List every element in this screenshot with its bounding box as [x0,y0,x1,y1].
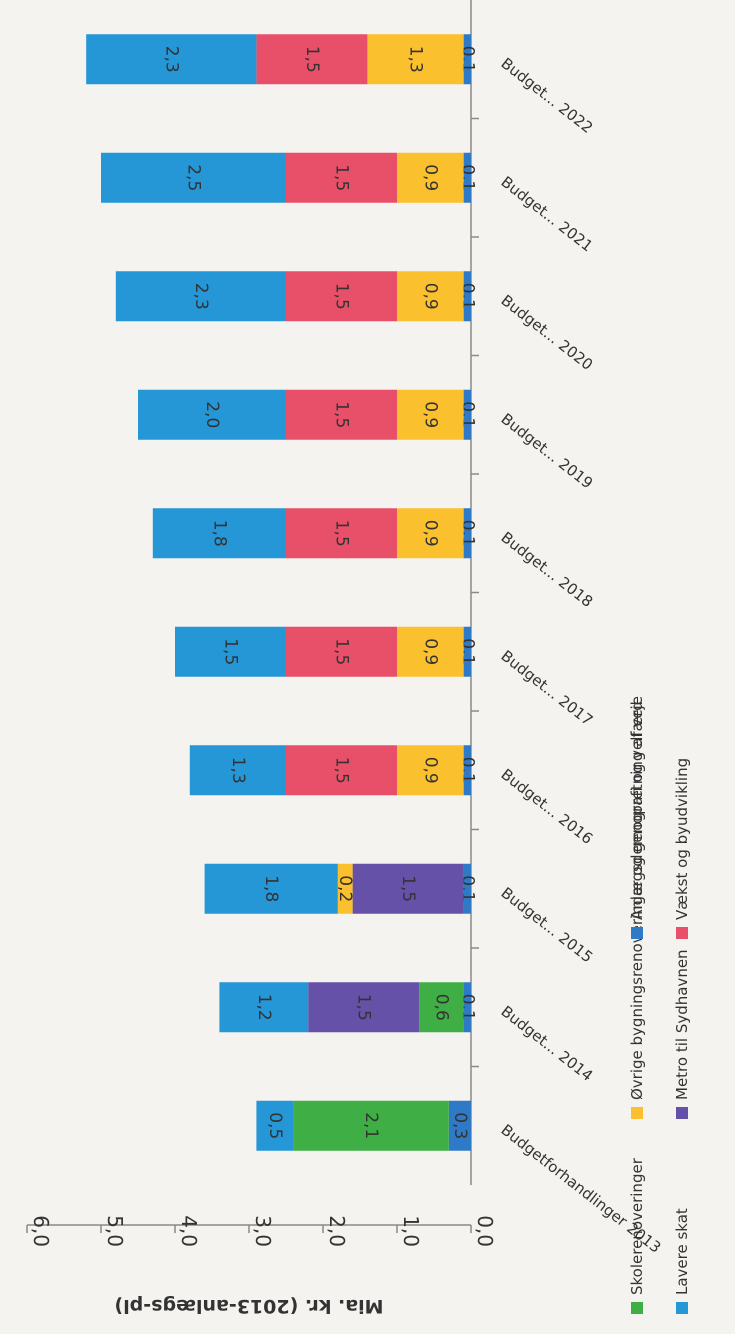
bar-value-label: 2,5 [184,164,204,191]
value-axis-title: Mia. kr. (2013-anlægs-pl) [114,1295,383,1317]
legend-label: Vækst og byudvikling [673,758,691,920]
bar-value-label: 1,8 [261,875,281,902]
legend-swatch [631,1107,643,1119]
bar-segment [286,745,397,796]
bar-segment [463,34,471,85]
bar-value-label: 1,3 [228,757,248,784]
legend-item: Lavere skat [673,1208,691,1314]
bar-value-label: 0,9 [420,164,440,191]
bar-segment [101,152,286,203]
bar-value-label: 1,5 [398,875,418,902]
bar-value-label: 1,5 [332,757,352,784]
bar-segment [86,34,257,85]
value-tick-label: 5,0 [103,1215,127,1247]
legend-item: Skolerenoveringer [628,1157,646,1314]
bar-segment [463,982,471,1033]
bar-value-label: 2,3 [191,283,211,310]
bar-segment [189,745,286,796]
value-tick-label: 4,0 [177,1215,201,1247]
bar-segment [397,745,464,796]
bar-segment [204,863,338,914]
bar-segment [293,1100,449,1151]
legend-swatch [676,927,688,939]
bar-segment [463,745,471,796]
bar-value-label: 1,2 [254,994,274,1021]
bar-segment [463,271,471,322]
bar-segment [463,626,471,677]
bar-value-label: 1,3 [406,46,426,73]
bar-segment [286,626,397,677]
bar-segment [463,152,471,203]
bar-segment [463,389,471,440]
bar-value-label: 1,5 [332,401,352,428]
legend-item: Metro til Sydhavnen [673,949,691,1119]
value-tick-label: 6,0 [29,1215,53,1247]
bar-segment [397,508,464,559]
legend-label: Metro til Sydhavnen [673,949,691,1100]
bar-value-label: 0,9 [420,757,440,784]
legend-label: Skolerenoveringer [628,1157,646,1295]
bar-value-label: 0,9 [420,520,440,547]
bar-segment [256,34,368,85]
bar-segment [352,863,464,914]
bar-segment [463,508,471,559]
bar-value-label: 1,5 [332,520,352,547]
bar-value-label: 2,0 [202,401,222,428]
legend-swatch [631,927,643,939]
bar-segment [448,1100,471,1151]
bar-value-label: 1,8 [209,520,229,547]
bar-segment [138,389,286,440]
bar-value-label: 2,1 [361,1112,381,1139]
bar-value-label: 1,5 [354,994,374,1021]
value-tick-label: 2,0 [325,1215,349,1247]
bar-value-label: 0,9 [420,638,440,665]
bar-segment [115,271,286,322]
bar-value-label: 1,5 [332,283,352,310]
bar-value-label: 2,3 [161,46,181,73]
value-tick-label: 0,0 [473,1215,497,1247]
bar-value-label: 0,5 [265,1112,285,1139]
bar-value-label: 1,5 [332,164,352,191]
bar-segment [397,152,464,203]
bar-value-label: 1,5 [332,638,352,665]
legend-swatch [676,1107,688,1119]
bar-value-label: 1,5 [221,638,241,665]
legend-label: Anlægsdemografi og velfærd [628,701,646,920]
bar-value-label: 0,3 [450,1112,470,1139]
bar-value-label: 0,9 [420,283,440,310]
bar-value-label: 1,5 [302,46,322,73]
legend-swatch [631,1302,643,1314]
legend-item: Anlægsdemografi og velfærd [628,701,646,939]
bar-segment [337,863,353,914]
bar-segment [256,1100,294,1151]
bar-segment [308,982,420,1033]
bar-segment [286,152,397,203]
legend-item: Øvrige bygningsrenoveringer og genopretn… [628,696,646,1119]
bar-segment [367,34,464,85]
bar-value-label: 0,9 [420,401,440,428]
value-tick-label: 3,0 [251,1215,275,1247]
bar-segment [419,982,464,1033]
legend-swatch [676,1302,688,1314]
legend-item: Vækst og byudvikling [673,758,691,939]
bar-segment [152,508,286,559]
bar-segment [397,389,464,440]
bar-segment [286,271,397,322]
bar-segment [286,389,397,440]
bar-segment [219,982,309,1033]
bar-segment [286,508,397,559]
bar-segment [175,626,286,677]
legend-label: Øvrige bygningsrenoveringer og genopretn… [628,696,646,1100]
bar-segment [397,271,464,322]
bar-value-label: 0,6 [431,994,451,1021]
bar-segment [463,863,471,914]
bar-segment [397,626,464,677]
legend-label: Lavere skat [673,1208,691,1295]
bar-value-label: 0,2 [335,875,355,902]
value-tick-label: 1,0 [399,1215,423,1247]
